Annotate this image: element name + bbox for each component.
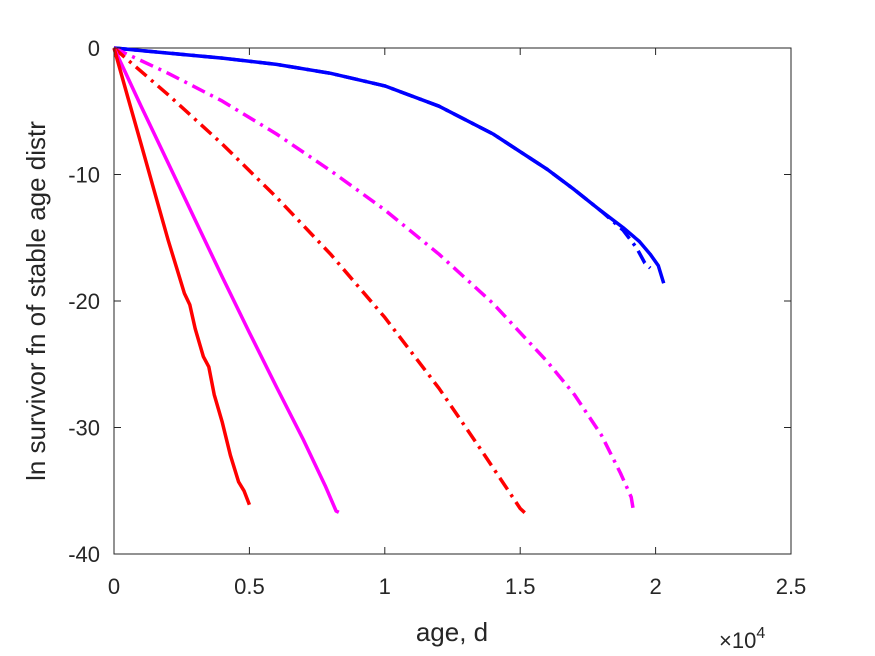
y-axis-ticks: 0 -10 -20 -30 -40 (68, 36, 791, 567)
x-exponent-power: 4 (756, 625, 765, 642)
x-exponent-base: ×10 (719, 628, 756, 653)
y-tick-label: -20 (68, 289, 100, 314)
x-tick-label: 2 (649, 574, 661, 599)
series-line-5 (112, 47, 340, 514)
y-tick-label: -30 (68, 416, 100, 441)
y-tick-label: -40 (68, 542, 100, 567)
plot-area (113, 47, 792, 555)
x-axis-label: age, d (416, 617, 488, 647)
series-line-2 (113, 46, 652, 270)
x-tick-label: 0 (108, 574, 120, 599)
x-axis-ticks: 0 0.5 1 1.5 2 2.5 (108, 48, 806, 599)
series-line-6 (112, 47, 252, 506)
y-tick-label: -10 (68, 163, 100, 188)
x-tick-label: 0.5 (234, 574, 265, 599)
x-tick-label: 2.5 (776, 574, 807, 599)
series-line-4 (112, 46, 527, 515)
x-tick-label: 1.5 (505, 574, 536, 599)
x-tick-label: 1 (379, 574, 391, 599)
x-exponent-label: ×104 (719, 625, 765, 653)
series-layer (112, 46, 666, 515)
y-tick-label: 0 (88, 36, 100, 61)
y-axis-label: ln survivor fn of stable age distr (21, 121, 51, 481)
